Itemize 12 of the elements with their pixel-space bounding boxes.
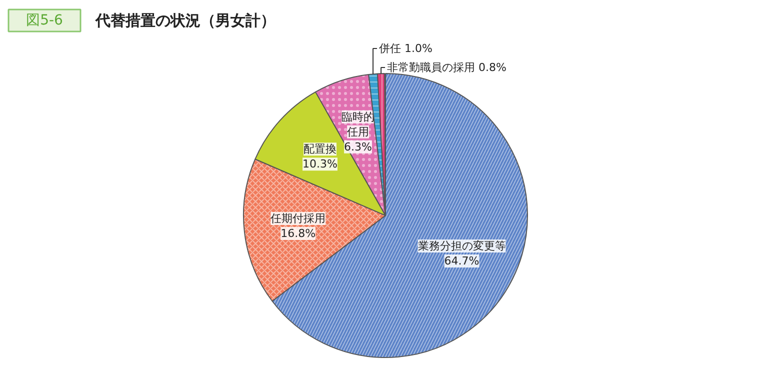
slice-label: 任期付採用 [270,212,326,225]
data-label: 6.3% [344,140,372,154]
data-label: 64.7% [444,254,480,268]
data-label: 10.3% [302,158,338,171]
slice-label: 業務分担の変更等 [418,239,506,252]
data-label: 16.8% [280,226,316,240]
caption: 図5-6 [26,12,64,28]
slice-label: 配置換 [304,142,337,156]
slice-label: 併任 1.0% [379,42,432,55]
chart-title: 代替措置の状況（男女計） [94,12,276,30]
slice-label: 臨時的任用 [342,110,375,138]
slice-label: 非常勤職員の採用 0.8% [387,61,506,74]
